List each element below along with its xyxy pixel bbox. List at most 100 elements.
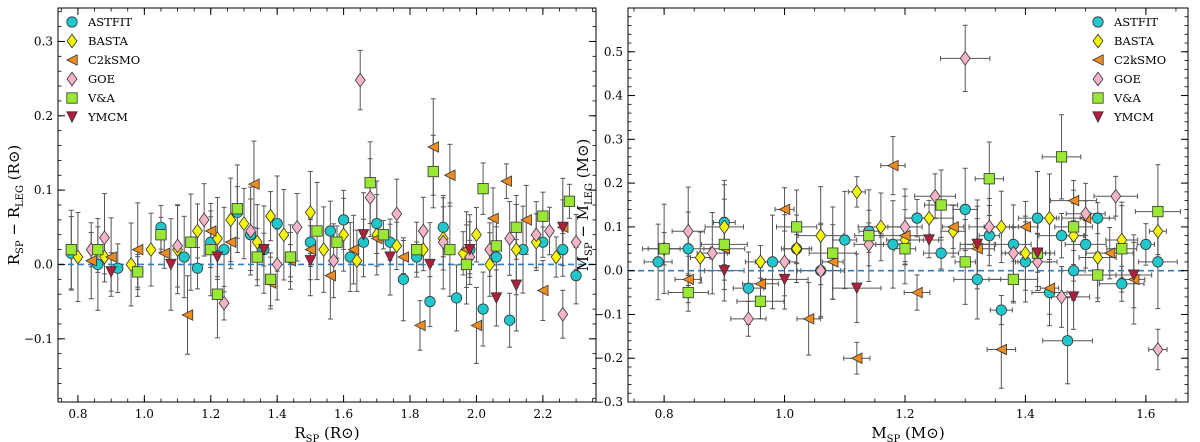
data-point-ymcm <box>357 229 370 241</box>
data-point-va <box>537 210 549 222</box>
data-point-goe <box>530 227 542 243</box>
data-point-va <box>477 183 489 195</box>
data-point-c2ksmo <box>427 141 439 153</box>
data-point-basta <box>510 242 522 258</box>
data-point-va <box>563 195 576 207</box>
data-point-astfit <box>490 251 502 263</box>
data-point-va <box>510 221 522 233</box>
right-plot-area <box>627 7 1189 403</box>
y-label-mid: − R <box>5 206 23 240</box>
x-tick-label: 0.8 <box>68 407 87 421</box>
data-point-basta <box>484 257 496 272</box>
data-point-va <box>658 243 670 255</box>
data-point-goe <box>1056 289 1067 305</box>
data-point-ymcm <box>850 282 863 295</box>
data-point-va <box>899 243 911 255</box>
data-point-c2ksmo <box>181 309 194 321</box>
legend-label: YMCM <box>1113 110 1154 124</box>
x-tick-label: 1.6 <box>1136 407 1155 421</box>
y-label-unit: (M⊙) <box>574 139 592 183</box>
y-label-main: M <box>574 256 592 271</box>
data-point-ymcm <box>384 251 396 264</box>
x-label-main: M <box>871 424 886 442</box>
data-point-astfit <box>397 273 409 285</box>
x-label-unit: (M⊙) <box>900 424 944 442</box>
data-point-c2ksmo <box>397 251 409 263</box>
data-point-va <box>377 229 390 241</box>
data-point-ymcm <box>778 273 791 286</box>
data-point-va <box>251 251 263 263</box>
data-point-astfit <box>935 247 947 259</box>
x-tick-label: 1.4 <box>1016 407 1035 421</box>
data-point-goe <box>815 263 827 279</box>
right-series-ymcm <box>718 234 1140 304</box>
data-point-ymcm <box>510 279 523 292</box>
data-point-va <box>460 258 473 271</box>
data-point-va <box>132 266 144 278</box>
data-point-basta <box>1092 250 1104 265</box>
data-point-astfit <box>1092 212 1104 224</box>
data-point-goe <box>899 219 911 235</box>
data-point-va <box>827 247 839 259</box>
legend-marker-basta <box>66 33 78 49</box>
data-point-ymcm <box>211 251 224 264</box>
data-point-astfit <box>371 217 383 230</box>
data-point-basta <box>791 241 803 257</box>
data-point-astfit <box>839 234 851 246</box>
data-point-goe <box>504 231 516 246</box>
data-point-astfit <box>1031 212 1044 224</box>
x-tick-label: 1.8 <box>400 407 419 421</box>
x-tick-label: 1.2 <box>201 407 220 421</box>
x-tick-label: 1.4 <box>268 407 287 421</box>
data-point-va <box>791 221 803 233</box>
data-point-goe <box>328 253 340 269</box>
y-tick-label: 0.5 <box>604 45 623 59</box>
data-point-ymcm <box>463 244 476 256</box>
data-point-c2ksmo <box>486 212 499 225</box>
data-point-astfit <box>271 217 283 230</box>
data-point-va <box>155 229 167 241</box>
legend-label: YMCM <box>87 110 128 124</box>
data-point-va <box>754 295 767 307</box>
data-point-basta <box>318 242 330 258</box>
y-tick-label: 0.4 <box>604 89 623 103</box>
data-point-va <box>264 273 277 285</box>
data-point-goe <box>1110 188 1122 204</box>
y-tick-label: 0.0 <box>34 257 53 271</box>
data-point-ymcm <box>105 266 117 279</box>
data-point-c2ksmo <box>158 247 170 260</box>
data-point-c2ksmo <box>224 236 237 249</box>
x-tick-label: 1.0 <box>775 407 794 421</box>
legend-marker-basta <box>1092 33 1104 49</box>
y-label-sub: LEG <box>15 185 26 207</box>
data-point-basta <box>995 219 1007 235</box>
legend-label: C2kSMO <box>88 53 140 67</box>
data-point-c2ksmo <box>304 243 316 256</box>
data-point-c2ksmo <box>443 169 456 182</box>
legend-marker-ymcm <box>1092 111 1104 124</box>
data-point-basta <box>471 227 482 243</box>
data-point-va <box>959 256 971 268</box>
data-point-goe <box>99 230 110 246</box>
y-label-sub: LEG <box>584 183 595 205</box>
data-point-goe <box>779 254 790 270</box>
data-point-basta <box>1152 223 1164 239</box>
data-point-c2ksmo <box>413 319 426 332</box>
left-plot-area <box>57 7 597 403</box>
legend-marker-goe <box>66 71 78 87</box>
right-x-axis-label: MSP (M⊙) <box>871 424 944 442</box>
x-tick-label: 2.0 <box>467 407 486 421</box>
data-point-goe <box>544 223 555 239</box>
legend-marker-c2ksmo <box>1091 54 1104 66</box>
data-point-ymcm <box>1127 269 1140 282</box>
data-point-basta <box>550 249 562 265</box>
legend-marker-astfit <box>66 16 78 28</box>
y-tick-label: 0.2 <box>604 176 623 190</box>
data-point-basta <box>875 219 887 235</box>
data-point-va <box>983 173 995 185</box>
data-point-astfit <box>424 296 436 308</box>
data-point-goe <box>245 223 257 239</box>
legend-label: ASTFIT <box>1113 15 1158 29</box>
data-point-va <box>65 244 77 256</box>
